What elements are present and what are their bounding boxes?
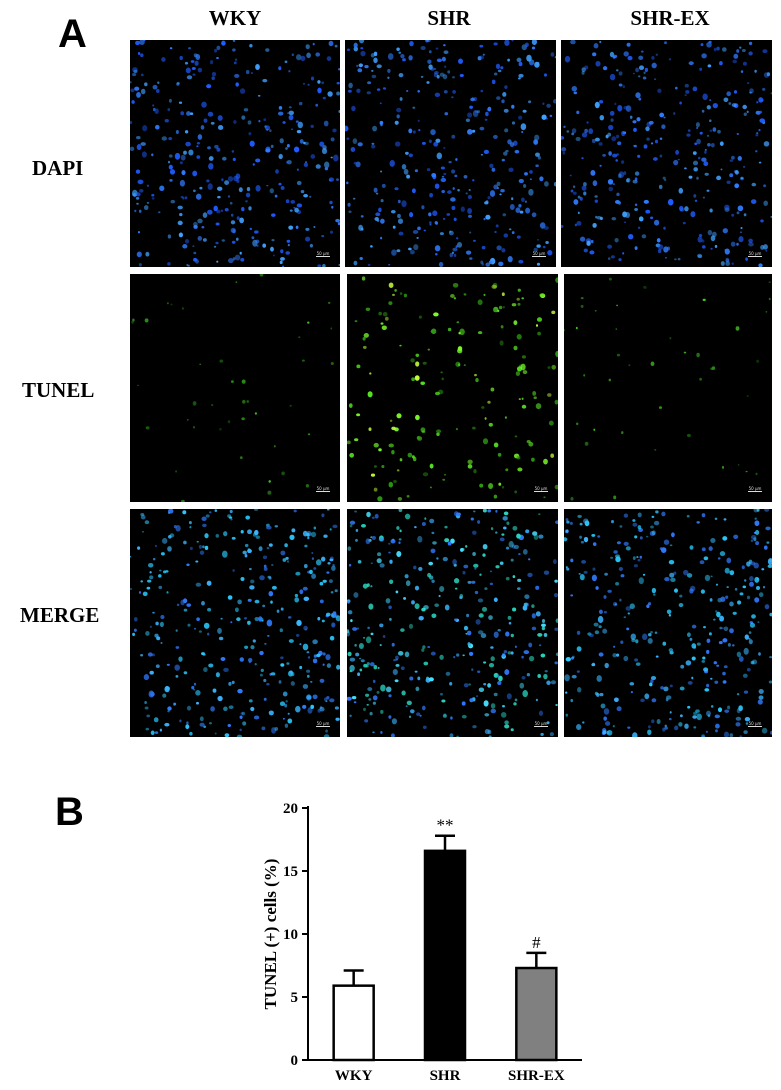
significance-marker: ** [437, 816, 454, 835]
y-tick-label: 0 [291, 1053, 299, 1069]
x-tick-label: WKY [335, 1068, 373, 1084]
scale-bar: 50 μm [316, 721, 330, 727]
tunel-bar-chart: 0 5 10 15 20 TUNEL (+) cells (%) WKY SHR ** SHR-E… [261, 801, 582, 1084]
column-label-shr: SHR [427, 6, 471, 30]
scale-bar: 50 μm [534, 486, 548, 492]
micrograph-tunel-wky: 50 μm [130, 274, 340, 502]
scale-bar: 50 μm [316, 486, 330, 492]
scale-bar: 50 μm [748, 251, 762, 257]
significance-marker: # [532, 933, 541, 952]
y-axis-label: TUNEL (+) cells (%) [261, 859, 280, 1010]
micrograph-dapi-wky: 50 μm [130, 40, 340, 267]
scale-bar: 50 μm [532, 251, 546, 257]
bar-wky [332, 984, 375, 1062]
y-tick-label: 10 [283, 927, 298, 943]
x-tick-label: SHR-EX [508, 1068, 565, 1084]
micrograph-merge-wky: 50 μm [130, 509, 340, 737]
y-tick-label: 15 [283, 864, 298, 880]
scale-bar: 50 μm [534, 721, 548, 727]
micrograph-dapi-shr: 50 μm [345, 40, 556, 267]
micrograph-dapi-shr-ex: 50 μm [561, 40, 772, 267]
micrograph-tunel-shr: 50 μm [347, 274, 558, 502]
y-tick-label: 5 [291, 990, 299, 1006]
micrograph-merge-shr: 50 μm [347, 509, 558, 737]
row-label-tunel: TUNEL [22, 378, 95, 402]
y-tick-label: 20 [283, 801, 298, 817]
panel-b-letter: B [55, 790, 84, 834]
bar-shr [423, 849, 467, 1062]
scale-bar: 50 μm [748, 721, 762, 727]
column-label-wky: WKY [208, 6, 262, 30]
row-label-dapi: DAPI [32, 156, 84, 180]
panel-a-letter: A [58, 12, 87, 56]
scale-bar: 50 μm [748, 486, 762, 492]
row-label-merge: MERGE [20, 603, 100, 627]
scale-bar: 50 μm [316, 251, 330, 257]
column-label-shr-ex: SHR-EX [630, 6, 710, 30]
x-tick-label: SHR [430, 1068, 461, 1084]
bar-shr-ex [515, 966, 558, 1062]
micrograph-tunel-shr-ex: 50 μm [564, 274, 772, 502]
micrograph-merge-shr-ex: 50 μm [564, 509, 772, 737]
